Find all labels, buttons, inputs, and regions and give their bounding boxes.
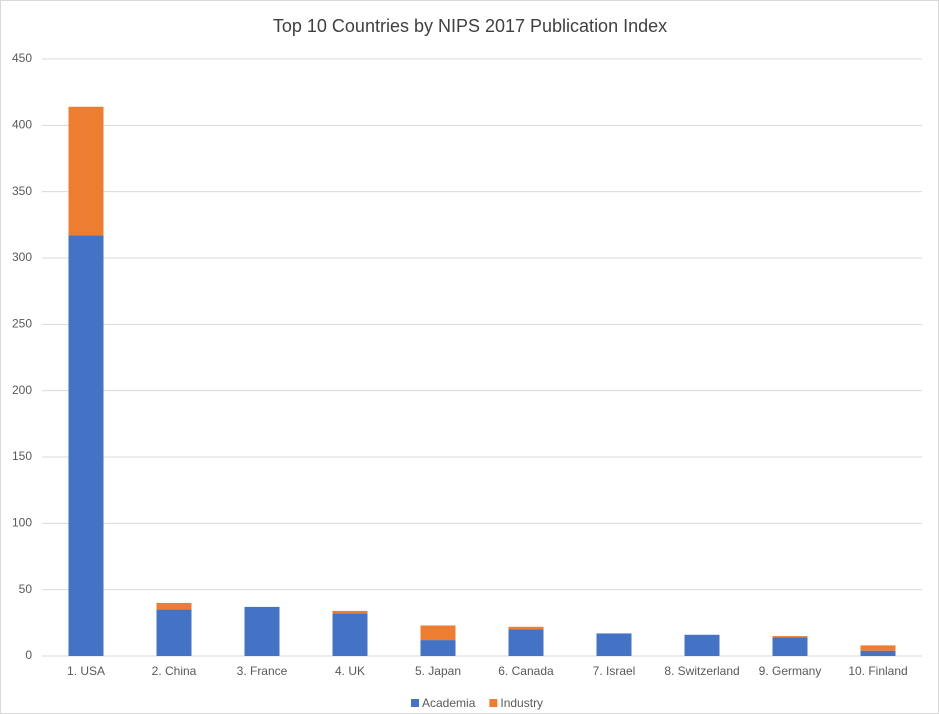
y-tick-label: 400 bbox=[12, 118, 32, 132]
bar-segment bbox=[68, 235, 104, 657]
bar-segment bbox=[420, 640, 456, 656]
bar-segment bbox=[156, 602, 192, 610]
bar-segment bbox=[508, 626, 544, 630]
bar-segment bbox=[244, 606, 280, 656]
x-tick-label: 6. Canada bbox=[498, 664, 554, 678]
bar-segment bbox=[596, 633, 632, 656]
y-tick-label: 150 bbox=[12, 449, 32, 463]
legend-swatch bbox=[489, 699, 498, 707]
y-tick-label: 50 bbox=[19, 582, 33, 596]
bar-segment bbox=[332, 610, 368, 614]
legend-label: Academia bbox=[422, 696, 476, 710]
chart-title: Top 10 Countries by NIPS 2017 Publicatio… bbox=[273, 16, 667, 36]
x-tick-label: 3. France bbox=[237, 664, 288, 678]
bar-segment bbox=[684, 634, 720, 656]
bar-segment bbox=[508, 629, 544, 656]
x-tick-label: 2. China bbox=[152, 664, 197, 678]
y-tick-label: 200 bbox=[12, 383, 32, 397]
bar-segment bbox=[156, 609, 192, 656]
y-tick-label: 100 bbox=[12, 516, 32, 530]
legend-swatch bbox=[411, 699, 419, 707]
x-tick-label: 4. UK bbox=[335, 664, 365, 678]
y-tick-label: 450 bbox=[12, 51, 32, 65]
y-tick-label: 350 bbox=[12, 184, 32, 198]
x-tick-label: 5. Japan bbox=[415, 664, 461, 678]
bar-segment bbox=[772, 637, 808, 656]
x-tick-label: 9. Germany bbox=[759, 664, 822, 678]
x-tick-label: 7. Israel bbox=[593, 664, 636, 678]
y-tick-label: 300 bbox=[12, 250, 32, 264]
y-tick-label: 250 bbox=[12, 317, 32, 331]
bar-segment bbox=[772, 636, 808, 638]
x-tick-label: 1. USA bbox=[67, 664, 105, 678]
bar-segment bbox=[68, 106, 104, 236]
y-tick-label: 0 bbox=[25, 648, 32, 662]
bar-segment bbox=[420, 625, 456, 641]
legend-label: Industry bbox=[500, 696, 543, 710]
bar-segment bbox=[860, 650, 896, 656]
x-tick-label: 10. Finland bbox=[848, 664, 907, 678]
x-tick-label: 8. Switzerland bbox=[664, 664, 739, 678]
bar-segment bbox=[860, 645, 896, 651]
bar-segment bbox=[332, 613, 368, 656]
